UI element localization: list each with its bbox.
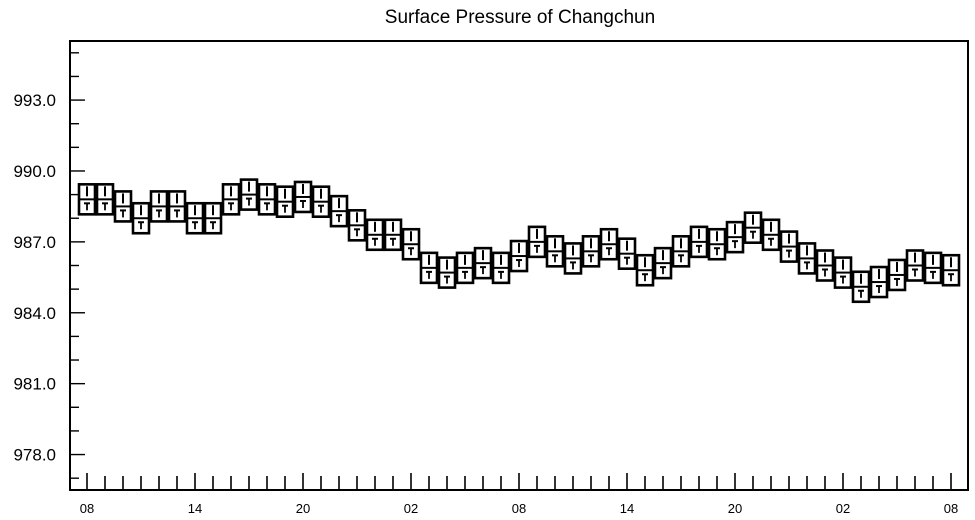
data-point: [131, 201, 151, 235]
data-point: [581, 235, 601, 268]
x-tick-label: 02: [836, 501, 850, 516]
y-tick-label: 981.0: [13, 375, 56, 394]
chart-title: Surface Pressure of Changchun: [385, 7, 655, 28]
data-point: [797, 242, 817, 275]
data-point: [239, 178, 259, 211]
y-tick-label: 987.0: [13, 233, 56, 252]
data-point: [365, 218, 385, 252]
data-point: [887, 258, 907, 292]
data-point: [617, 237, 637, 270]
data-point: [383, 218, 403, 252]
data-point: [563, 242, 583, 275]
x-tick-label: 08: [80, 501, 94, 516]
data-point: [653, 246, 673, 280]
data-point: [689, 225, 709, 259]
data-point: [851, 270, 871, 304]
data-point: [635, 253, 655, 287]
data-point: [221, 183, 241, 216]
data-point: [761, 218, 781, 252]
data-point: [401, 227, 421, 261]
data-point: [869, 265, 889, 299]
y-tick-label: 984.0: [13, 304, 56, 323]
data-point: [725, 220, 745, 254]
x-tick-label: 08: [512, 501, 526, 516]
data-point: [437, 256, 457, 289]
data-point: [473, 246, 493, 280]
x-axis: 08 14 20 02 08 14 20 02 08: [80, 473, 958, 516]
data-point: [941, 253, 961, 287]
data-point: [203, 201, 223, 235]
data-point: [509, 239, 529, 273]
data-point: [833, 256, 853, 289]
data-point: [293, 180, 313, 214]
data-point: [347, 209, 367, 242]
data-point: [491, 251, 511, 285]
data-point: [185, 201, 205, 235]
data-point: [923, 251, 943, 285]
data-series: [77, 178, 961, 304]
data-point: [95, 183, 115, 216]
y-tick-label: 990.0: [13, 162, 56, 181]
data-point: [329, 194, 349, 228]
data-point: [275, 185, 295, 218]
data-point: [599, 227, 619, 261]
data-point: [77, 183, 97, 216]
data-point: [671, 235, 691, 268]
data-point: [743, 211, 763, 244]
x-tick-label: 08: [944, 501, 958, 516]
x-tick-label: 14: [188, 501, 202, 516]
x-tick-label: 14: [620, 501, 634, 516]
data-point: [257, 183, 277, 216]
data-point: [779, 230, 799, 263]
data-point: [905, 249, 925, 282]
data-point: [419, 251, 439, 285]
data-point: [545, 235, 565, 268]
data-point: [455, 251, 475, 285]
y-tick-label: 978.0: [13, 446, 56, 465]
data-point: [149, 190, 169, 223]
x-tick-label: 20: [296, 501, 310, 516]
data-point: [707, 227, 727, 261]
y-axis: 993.0 990.0 987.0 984.0 981.0 978.0: [13, 52, 85, 479]
data-point: [167, 190, 187, 223]
y-tick-label: 993.0: [13, 91, 56, 110]
data-point: [311, 185, 331, 218]
x-tick-label: 02: [404, 501, 418, 516]
data-point: [113, 190, 133, 223]
data-point: [527, 225, 547, 259]
data-point: [815, 249, 835, 282]
x-tick-label: 20: [728, 501, 742, 516]
